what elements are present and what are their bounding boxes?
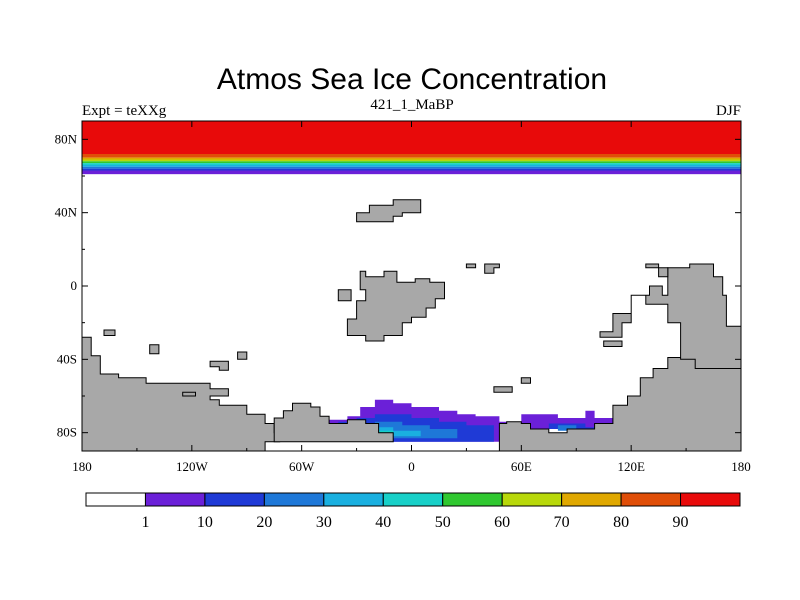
- north-ice-band-2: [82, 157, 741, 160]
- north-ice-band-7: [82, 166, 741, 169]
- x-tick-label-1: 120W: [176, 459, 209, 474]
- colorbar-label-7: 70: [554, 514, 570, 531]
- land-africa-europe: [346, 270, 445, 342]
- land-small-island-e: [103, 329, 116, 336]
- land-small-island-g: [603, 340, 623, 347]
- colorbar-label-1: 10: [197, 514, 213, 531]
- y-tick-label-0: 80N: [55, 131, 78, 146]
- colorbar-swatch-0: [85, 492, 146, 507]
- land-small-island-k: [520, 377, 531, 384]
- colorbar-label-5: 50: [435, 514, 451, 531]
- land-australia-asia: [599, 263, 742, 369]
- north-ice-band-1: [82, 154, 741, 158]
- colorbar-swatch-9: [620, 492, 682, 507]
- land-small-island-i: [658, 267, 669, 278]
- north-ice-band-4: [82, 161, 741, 164]
- colorbar-swatch-6: [442, 492, 503, 507]
- colorbar-label-0: 1: [141, 514, 149, 531]
- colorbar-swatch-10: [680, 492, 741, 507]
- north-ice-band-6: [82, 165, 741, 167]
- colorbar-swatch-8: [561, 492, 622, 507]
- season-label: DJF: [716, 103, 741, 119]
- colorbar-swatch-7: [501, 492, 563, 507]
- land-antarctica-west-coast: [182, 391, 196, 397]
- land-small-island-c: [484, 263, 500, 274]
- y-tick-label-4: 80S: [57, 425, 77, 440]
- colorbar-swatch-5: [382, 492, 444, 507]
- y-tick-label-3: 40S: [57, 351, 77, 366]
- land-north-atlantic-island: [356, 199, 422, 223]
- colorbar-swatch-3: [263, 492, 325, 507]
- colorbar-label-9: 90: [673, 514, 689, 531]
- period-label: 421_1_MaBP: [370, 97, 453, 113]
- colorbar-swatch-4: [323, 492, 384, 507]
- colorbar: 1 10 20 30 40 50 60 70 80 90: [85, 492, 741, 531]
- colorbar-label-4: 40: [375, 514, 391, 531]
- x-tick-label-2: 60W: [289, 459, 315, 474]
- x-axis: 180 120W 60W 0 60E 120E 180: [72, 121, 751, 474]
- colorbar-label-8: 80: [613, 514, 629, 531]
- map-plot-area: [81, 120, 742, 452]
- colorbar-swatch-2: [204, 492, 265, 507]
- land-small-island-j: [493, 386, 513, 393]
- colorbar-label-3: 30: [316, 514, 332, 531]
- chart-title: Atmos Sea Ice Concentration: [217, 63, 607, 96]
- x-tick-label-3: 0: [408, 459, 415, 474]
- north-ice-band-5: [82, 163, 741, 165]
- x-tick-label-0: 180: [72, 459, 92, 474]
- x-tick-label-5: 120E: [617, 459, 645, 474]
- y-tick-label-2: 0: [71, 278, 78, 293]
- y-axis: 80N 40N 0 40S 80S: [55, 131, 741, 440]
- y-tick-label-1: 40N: [55, 205, 78, 220]
- x-tick-label-4: 60E: [511, 459, 532, 474]
- north-ice-band-8: [82, 168, 741, 171]
- north-ice-band-3: [82, 159, 741, 162]
- north-ice-bands: [82, 121, 741, 175]
- land-antarctic-peninsula: [273, 402, 394, 443]
- colorbar-label-6: 60: [494, 514, 510, 531]
- colorbar-label-2: 20: [256, 514, 272, 531]
- land-small-island-f: [237, 351, 248, 360]
- land-patagonia-island: [209, 360, 229, 371]
- expt-label: Expt = teXXg: [82, 103, 167, 119]
- colorbar-swatch-1: [144, 492, 206, 507]
- north-ice-band-9: [82, 170, 741, 175]
- land-small-island-b: [465, 263, 477, 269]
- land-masses: [81, 199, 742, 452]
- x-tick-label-6: 180: [731, 459, 751, 474]
- land-small-island-d: [149, 344, 160, 355]
- land-small-island-h: [645, 263, 660, 269]
- land-small-island-a: [337, 289, 352, 302]
